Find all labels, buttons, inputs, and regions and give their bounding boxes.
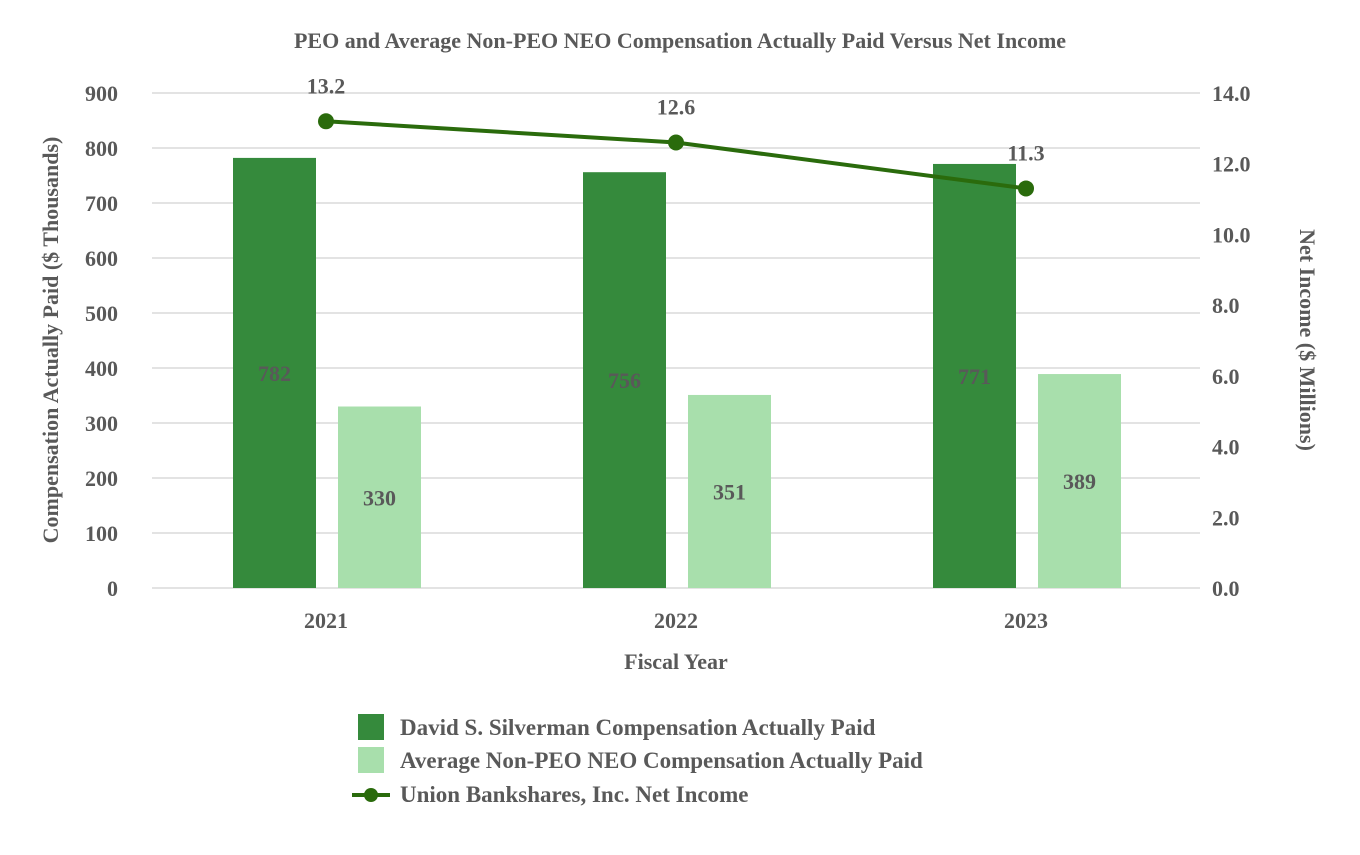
bar-data-label: 771 bbox=[958, 364, 991, 389]
y2-tick-label: 8.0 bbox=[1212, 293, 1240, 318]
legend-label: David S. Silverman Compensation Actually… bbox=[400, 715, 876, 740]
y-tick-label: 700 bbox=[85, 191, 118, 216]
bar-data-label: 782 bbox=[258, 361, 291, 386]
legend-label: Union Bankshares, Inc. Net Income bbox=[400, 782, 748, 807]
y-tick-label: 200 bbox=[85, 466, 118, 491]
net-income-line bbox=[325, 119, 1027, 191]
y-tick-label: 100 bbox=[85, 521, 118, 546]
bar-peo bbox=[583, 172, 666, 588]
y-tick-label: 400 bbox=[85, 356, 118, 381]
bar-peo bbox=[233, 157, 316, 588]
y2-axis-label: Net Income ($ Millions) bbox=[1295, 229, 1320, 451]
bar-non-peo bbox=[338, 406, 421, 588]
legend-swatch bbox=[358, 747, 384, 773]
y2-tick-label: 10.0 bbox=[1212, 222, 1251, 247]
y-tick-label: 900 bbox=[85, 81, 118, 106]
x-axis-label: Fiscal Year bbox=[624, 649, 728, 674]
bar-non-peo bbox=[1038, 374, 1121, 588]
legend-label: Average Non-PEO NEO Compensation Actuall… bbox=[400, 748, 923, 773]
y-tick-label: 800 bbox=[85, 136, 118, 161]
x-tick-label: 2022 bbox=[654, 608, 698, 633]
bar-non-peo bbox=[688, 394, 771, 588]
y2-tick-label: 2.0 bbox=[1212, 505, 1240, 530]
line-data-label: 11.3 bbox=[1007, 140, 1044, 165]
y-tick-label: 500 bbox=[85, 301, 118, 326]
line-data-label: 13.2 bbox=[307, 73, 346, 98]
legend-marker-icon bbox=[364, 788, 378, 802]
x-tick-label: 2021 bbox=[304, 608, 348, 633]
bar-data-label: 330 bbox=[363, 485, 396, 510]
bar-data-label: 351 bbox=[713, 479, 746, 504]
bar-peo bbox=[933, 163, 1016, 588]
legend: David S. Silverman Compensation Actually… bbox=[352, 714, 923, 807]
bar-data-label: 389 bbox=[1063, 469, 1096, 494]
y2-tick-label: 4.0 bbox=[1212, 435, 1240, 460]
y-tick-label: 0 bbox=[107, 576, 118, 601]
net-income-point bbox=[1018, 180, 1034, 197]
y2-tick-label: 14.0 bbox=[1212, 81, 1251, 106]
y2-tick-label: 0.0 bbox=[1212, 576, 1240, 601]
chart-title: PEO and Average Non-PEO NEO Compensation… bbox=[294, 28, 1066, 53]
legend-swatch bbox=[358, 714, 384, 740]
y-tick-label: 300 bbox=[85, 411, 118, 436]
bar-data-label: 756 bbox=[608, 368, 641, 393]
net-income-point bbox=[318, 113, 334, 130]
x-tick-label: 2023 bbox=[1004, 608, 1048, 633]
y-tick-label: 600 bbox=[85, 246, 118, 271]
y-axis-label: Compensation Actually Paid ($ Thousands) bbox=[38, 137, 63, 544]
line-data-label: 12.6 bbox=[657, 95, 696, 120]
y2-tick-label: 6.0 bbox=[1212, 364, 1240, 389]
net-income-point bbox=[668, 134, 684, 151]
y2-tick-label: 12.0 bbox=[1212, 152, 1251, 177]
